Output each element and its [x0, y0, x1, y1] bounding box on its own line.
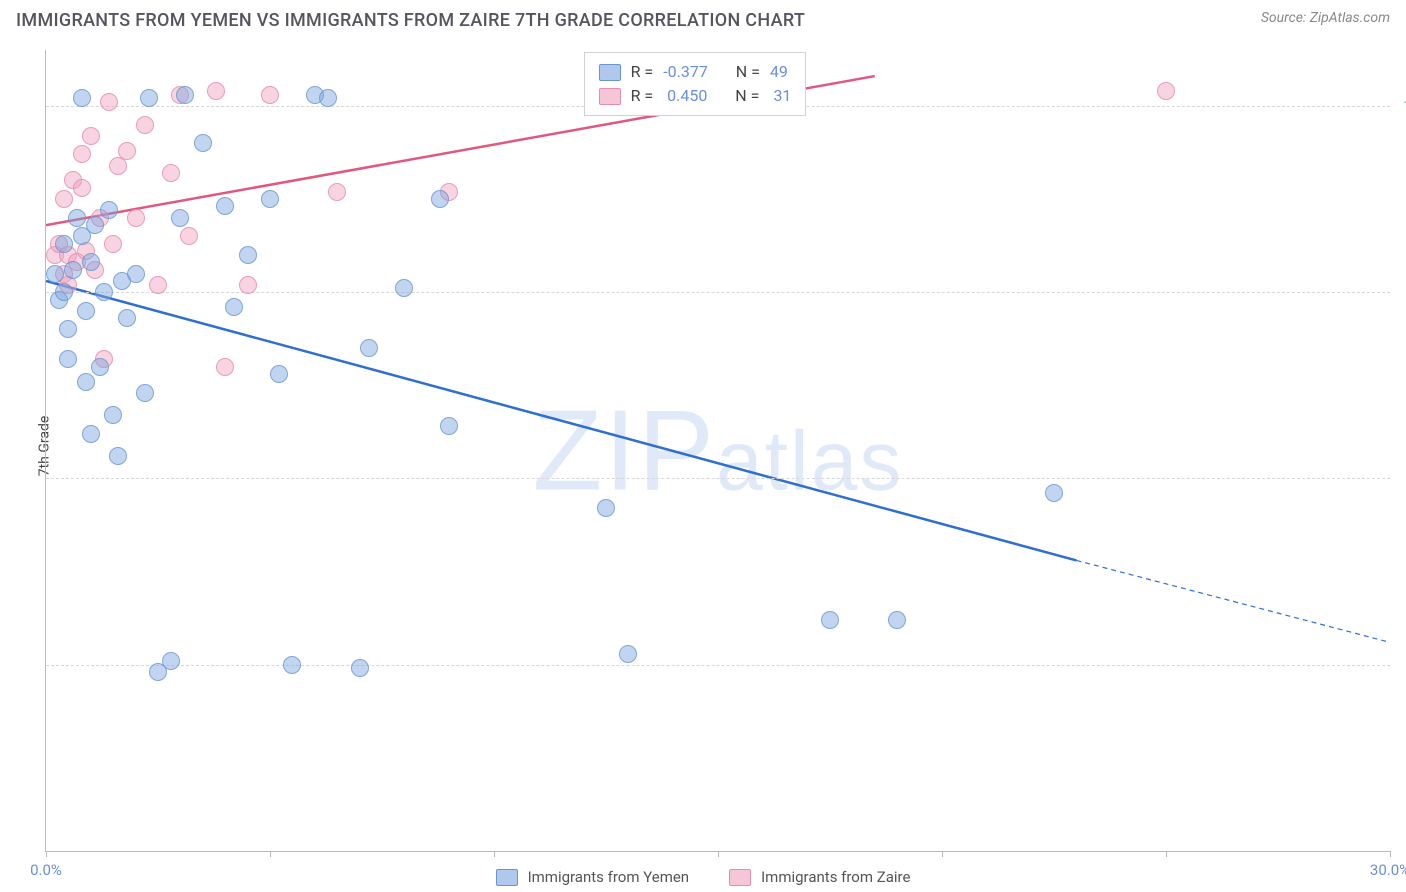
- x-tick-mark: [718, 851, 719, 857]
- grid-line: [46, 665, 1390, 666]
- data-point-yemen: [319, 89, 337, 107]
- data-point-zaire: [216, 358, 234, 376]
- data-point-yemen: [171, 209, 189, 227]
- data-point-yemen: [194, 134, 212, 152]
- data-point-yemen: [821, 611, 839, 629]
- data-point-yemen: [619, 645, 637, 663]
- x-tick-mark: [46, 851, 47, 857]
- data-point-yemen: [64, 261, 82, 279]
- data-point-yemen: [77, 302, 95, 320]
- y-tick-label: 90.0%: [1396, 469, 1406, 487]
- data-point-zaire: [1157, 82, 1175, 100]
- data-point-zaire: [100, 93, 118, 111]
- data-point-yemen: [270, 365, 288, 383]
- scatter-plot: ZIPatlas 85.0%90.0%95.0%100.0%0.0%30.0% …: [45, 50, 1390, 852]
- swatch-zaire: [729, 869, 751, 886]
- data-point-yemen: [73, 89, 91, 107]
- data-point-yemen: [55, 235, 73, 253]
- source-link[interactable]: ZipAtlas.com: [1310, 10, 1390, 26]
- data-point-yemen: [140, 89, 158, 107]
- data-point-zaire: [118, 142, 136, 160]
- data-point-yemen: [431, 190, 449, 208]
- data-point-zaire: [104, 235, 122, 253]
- data-point-yemen: [1045, 484, 1063, 502]
- data-point-yemen: [351, 659, 369, 677]
- data-point-yemen: [82, 425, 100, 443]
- swatch-yemen: [496, 869, 518, 886]
- data-point-yemen: [239, 246, 257, 264]
- data-point-yemen: [597, 499, 615, 517]
- y-tick-label: 100.0%: [1396, 97, 1406, 115]
- data-point-zaire: [73, 145, 91, 163]
- data-point-yemen: [283, 656, 301, 674]
- legend-item-zaire: Immigrants from Zaire: [729, 868, 910, 886]
- data-point-yemen: [86, 216, 104, 234]
- data-point-zaire: [328, 183, 346, 201]
- data-point-zaire: [261, 86, 279, 104]
- x-tick-mark: [1166, 851, 1167, 857]
- data-point-yemen: [162, 652, 180, 670]
- data-point-zaire: [82, 127, 100, 145]
- data-point-yemen: [395, 279, 413, 297]
- data-point-yemen: [95, 283, 113, 301]
- data-point-yemen: [59, 320, 77, 338]
- data-point-yemen: [888, 611, 906, 629]
- data-point-yemen: [127, 265, 145, 283]
- data-point-zaire: [207, 82, 225, 100]
- y-tick-label: 95.0%: [1396, 283, 1406, 301]
- x-tick-mark: [1390, 851, 1391, 857]
- data-point-zaire: [127, 209, 145, 227]
- data-point-zaire: [239, 276, 257, 294]
- data-point-yemen: [59, 350, 77, 368]
- data-point-zaire: [136, 116, 154, 134]
- data-point-yemen: [360, 339, 378, 357]
- data-point-yemen: [136, 384, 154, 402]
- x-tick-mark: [270, 851, 271, 857]
- source-attribution: Source: ZipAtlas.com: [1261, 10, 1390, 26]
- watermark: ZIPatlas: [533, 385, 904, 516]
- data-point-yemen: [104, 406, 122, 424]
- x-tick-mark: [494, 851, 495, 857]
- data-point-zaire: [149, 276, 167, 294]
- data-point-yemen: [176, 86, 194, 104]
- data-point-yemen: [91, 358, 109, 376]
- bottom-legend: Immigrants from Yemen Immigrants from Za…: [0, 868, 1406, 886]
- data-point-zaire: [73, 179, 91, 197]
- data-point-yemen: [225, 298, 243, 316]
- data-point-yemen: [261, 190, 279, 208]
- data-point-yemen: [46, 265, 64, 283]
- x-tick-mark: [942, 851, 943, 857]
- data-point-yemen: [68, 209, 86, 227]
- correlation-legend: R = -0.377 N = 49 R = 0.450 N = 31: [584, 52, 807, 116]
- data-point-zaire: [162, 164, 180, 182]
- data-point-zaire: [180, 227, 198, 245]
- y-tick-label: 85.0%: [1396, 656, 1406, 674]
- data-point-yemen: [216, 197, 234, 215]
- data-point-yemen: [109, 447, 127, 465]
- data-point-yemen: [77, 373, 95, 391]
- legend-item-yemen: Immigrants from Yemen: [496, 868, 690, 886]
- data-point-yemen: [440, 417, 458, 435]
- data-point-zaire: [55, 190, 73, 208]
- trend-lines: [46, 50, 1390, 851]
- grid-line: [46, 478, 1390, 479]
- page-title: IMMIGRANTS FROM YEMEN VS IMMIGRANTS FROM…: [16, 10, 805, 31]
- data-point-yemen: [118, 309, 136, 327]
- data-point-yemen: [55, 283, 73, 301]
- data-point-yemen: [82, 253, 100, 271]
- data-point-yemen: [100, 201, 118, 219]
